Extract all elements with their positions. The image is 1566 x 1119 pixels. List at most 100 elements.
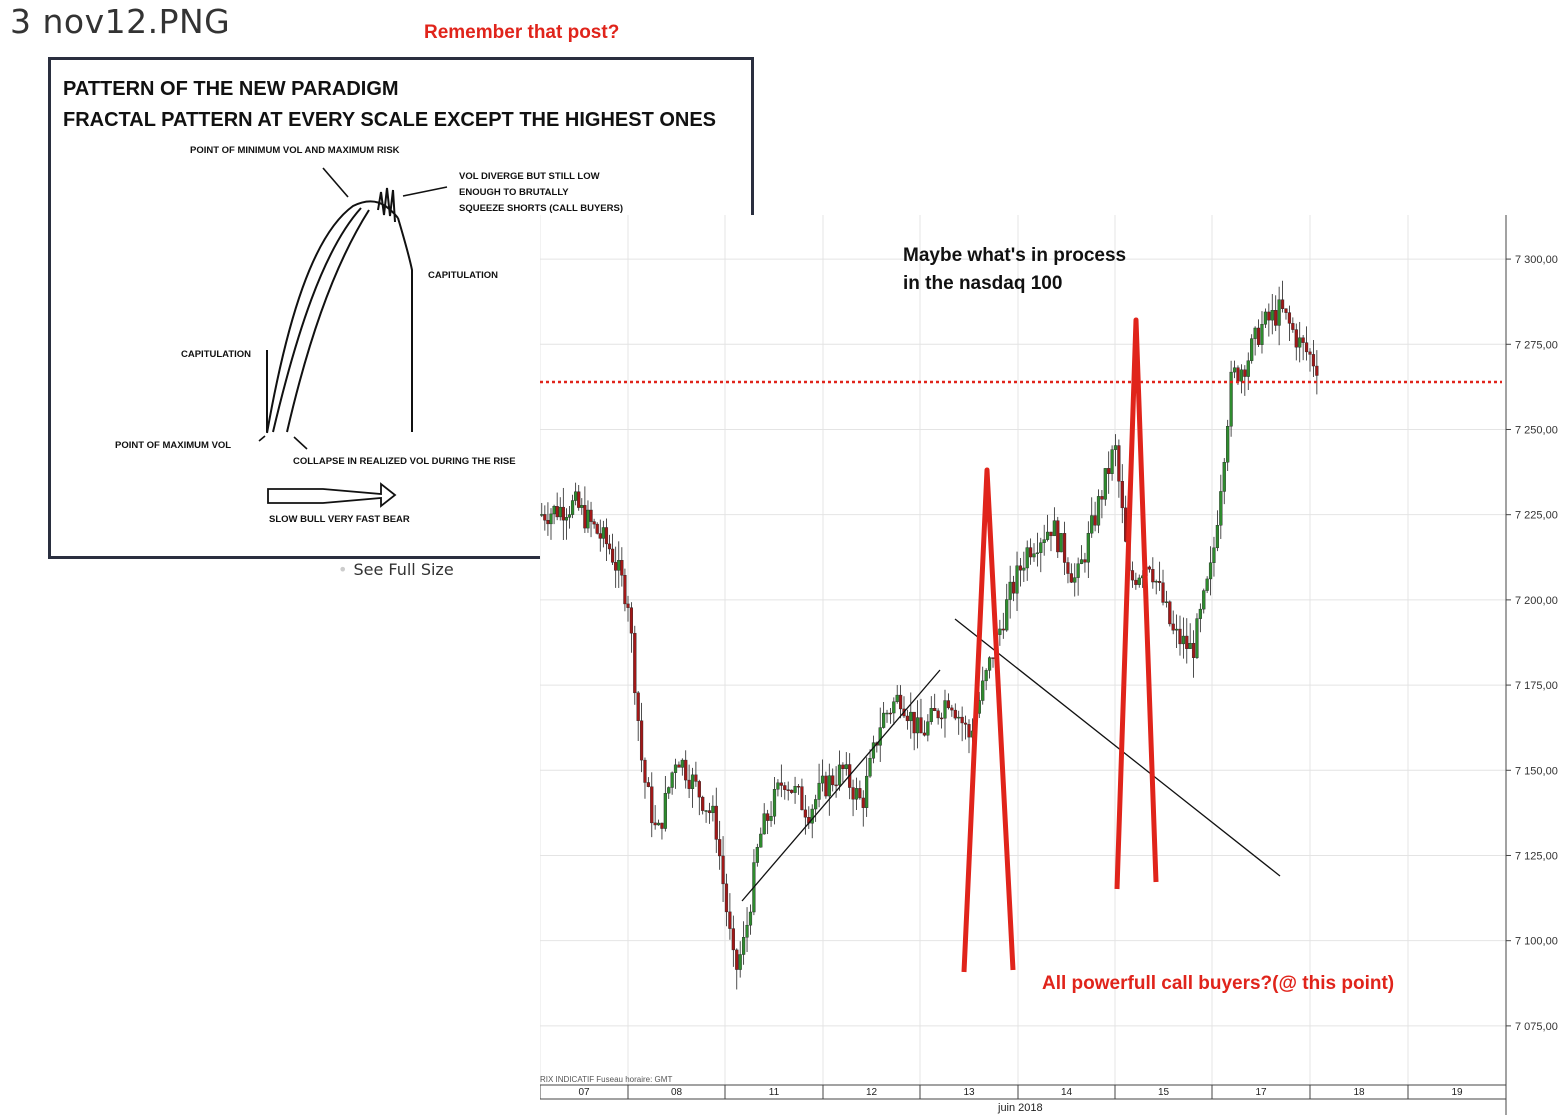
candle-body	[933, 708, 937, 712]
candle-body	[1168, 601, 1172, 625]
candle-body	[1294, 329, 1298, 348]
candle-body	[653, 822, 657, 826]
candle-body	[1215, 525, 1219, 549]
candle-body	[987, 657, 992, 671]
candle-body	[614, 562, 618, 571]
candle-body	[580, 505, 584, 508]
y-tick-label: 7 200,00	[1515, 595, 1558, 607]
candle-body	[824, 775, 828, 797]
label-capitulation-left: CAPITULATION	[181, 349, 251, 360]
candle-body	[626, 603, 630, 608]
candle-body	[558, 506, 562, 518]
y-tick-label: 7 125,00	[1515, 850, 1558, 862]
candle-body	[1154, 580, 1158, 583]
candle-body	[687, 779, 691, 789]
candle-body	[1270, 310, 1274, 321]
candle-body	[841, 764, 845, 770]
candle-body	[882, 712, 886, 728]
candle-body	[592, 521, 596, 525]
candle-body	[950, 707, 954, 711]
candle-body	[694, 774, 698, 782]
candle-body	[963, 722, 968, 725]
candle-body	[1056, 520, 1060, 553]
candle-body	[803, 809, 807, 818]
candle-body	[1052, 520, 1056, 537]
candle-body	[1147, 566, 1152, 570]
downtrend-line	[954, 618, 1281, 877]
page-title: 3 nov12.PNG	[10, 2, 231, 41]
candle-body	[790, 789, 794, 793]
candle-body	[543, 514, 547, 521]
candle-body	[707, 810, 712, 814]
squeeze-spikes	[377, 187, 396, 223]
candle-body	[858, 788, 862, 799]
candle-body	[1263, 311, 1268, 325]
candle-body	[1246, 360, 1250, 377]
candle-body	[895, 694, 899, 702]
candle-body	[1110, 449, 1114, 474]
capitulation-drop	[397, 217, 413, 432]
candle-body	[1304, 342, 1309, 353]
candle-body	[1086, 532, 1090, 563]
candle-body	[953, 709, 957, 719]
candle-body	[1212, 547, 1216, 563]
candle-body	[620, 560, 624, 576]
candle-body	[967, 724, 971, 738]
candle-body	[1311, 354, 1316, 367]
candle-body	[919, 717, 923, 734]
candle-body	[574, 491, 578, 501]
candle-body	[793, 785, 797, 793]
candle-body	[1267, 311, 1271, 321]
candle-body	[586, 509, 590, 529]
candle-body	[1117, 445, 1121, 482]
y-tick-label: 7 175,00	[1515, 680, 1558, 692]
candle-body	[814, 799, 818, 810]
candle-body	[1079, 559, 1084, 564]
candle-body	[844, 764, 848, 770]
candle-body	[1073, 577, 1077, 583]
candle-body	[786, 789, 790, 791]
candle-body	[885, 712, 889, 715]
candle-body	[656, 822, 661, 826]
candle-body	[1005, 599, 1009, 631]
candle-body	[1205, 578, 1209, 591]
candle-body	[912, 711, 916, 734]
candle-body	[1035, 552, 1039, 554]
candle-body	[552, 506, 556, 515]
candle-body	[1076, 563, 1080, 578]
candle-body	[783, 785, 787, 790]
candle-body	[755, 847, 759, 863]
diagram-heading-1: PATTERN OF THE NEW PARADIGM	[63, 78, 399, 100]
candle-body	[704, 810, 708, 812]
x-tick-label: 12	[866, 1087, 878, 1098]
candle-body	[827, 775, 831, 797]
candle-body	[660, 822, 664, 829]
candle-body	[759, 833, 763, 848]
outer-curve	[266, 200, 399, 434]
candle-body	[633, 632, 637, 694]
inner-curve-1	[272, 207, 362, 433]
candle-body	[1100, 496, 1104, 500]
candle-body	[721, 855, 725, 885]
candle-body	[1280, 299, 1285, 309]
candle-body	[868, 758, 872, 777]
candle-body	[718, 839, 722, 857]
candle-body	[673, 764, 678, 773]
candle-body	[742, 937, 746, 955]
see-full-size-link[interactable]: • See Full Size	[338, 560, 454, 579]
x-tick-label: 19	[1451, 1087, 1463, 1098]
candle-body	[1284, 308, 1288, 313]
candle-body	[998, 628, 1002, 635]
nasdaq-chart: 7 075,00 7 100,00 7 125,00 7 150,00 7 175,00…	[539, 215, 1566, 1115]
candle-body	[1090, 515, 1094, 534]
remember-note: Remember that post?	[424, 22, 620, 43]
candle-body	[899, 694, 903, 710]
red-spike-1	[961, 467, 1016, 973]
candle-body	[1083, 559, 1087, 563]
month-label: juin 2018	[997, 1102, 1043, 1114]
candle-body	[1093, 515, 1097, 526]
candle-body	[915, 717, 920, 734]
candle-body	[991, 657, 995, 659]
candle-body	[854, 788, 859, 800]
pointer-lines	[258, 167, 448, 450]
